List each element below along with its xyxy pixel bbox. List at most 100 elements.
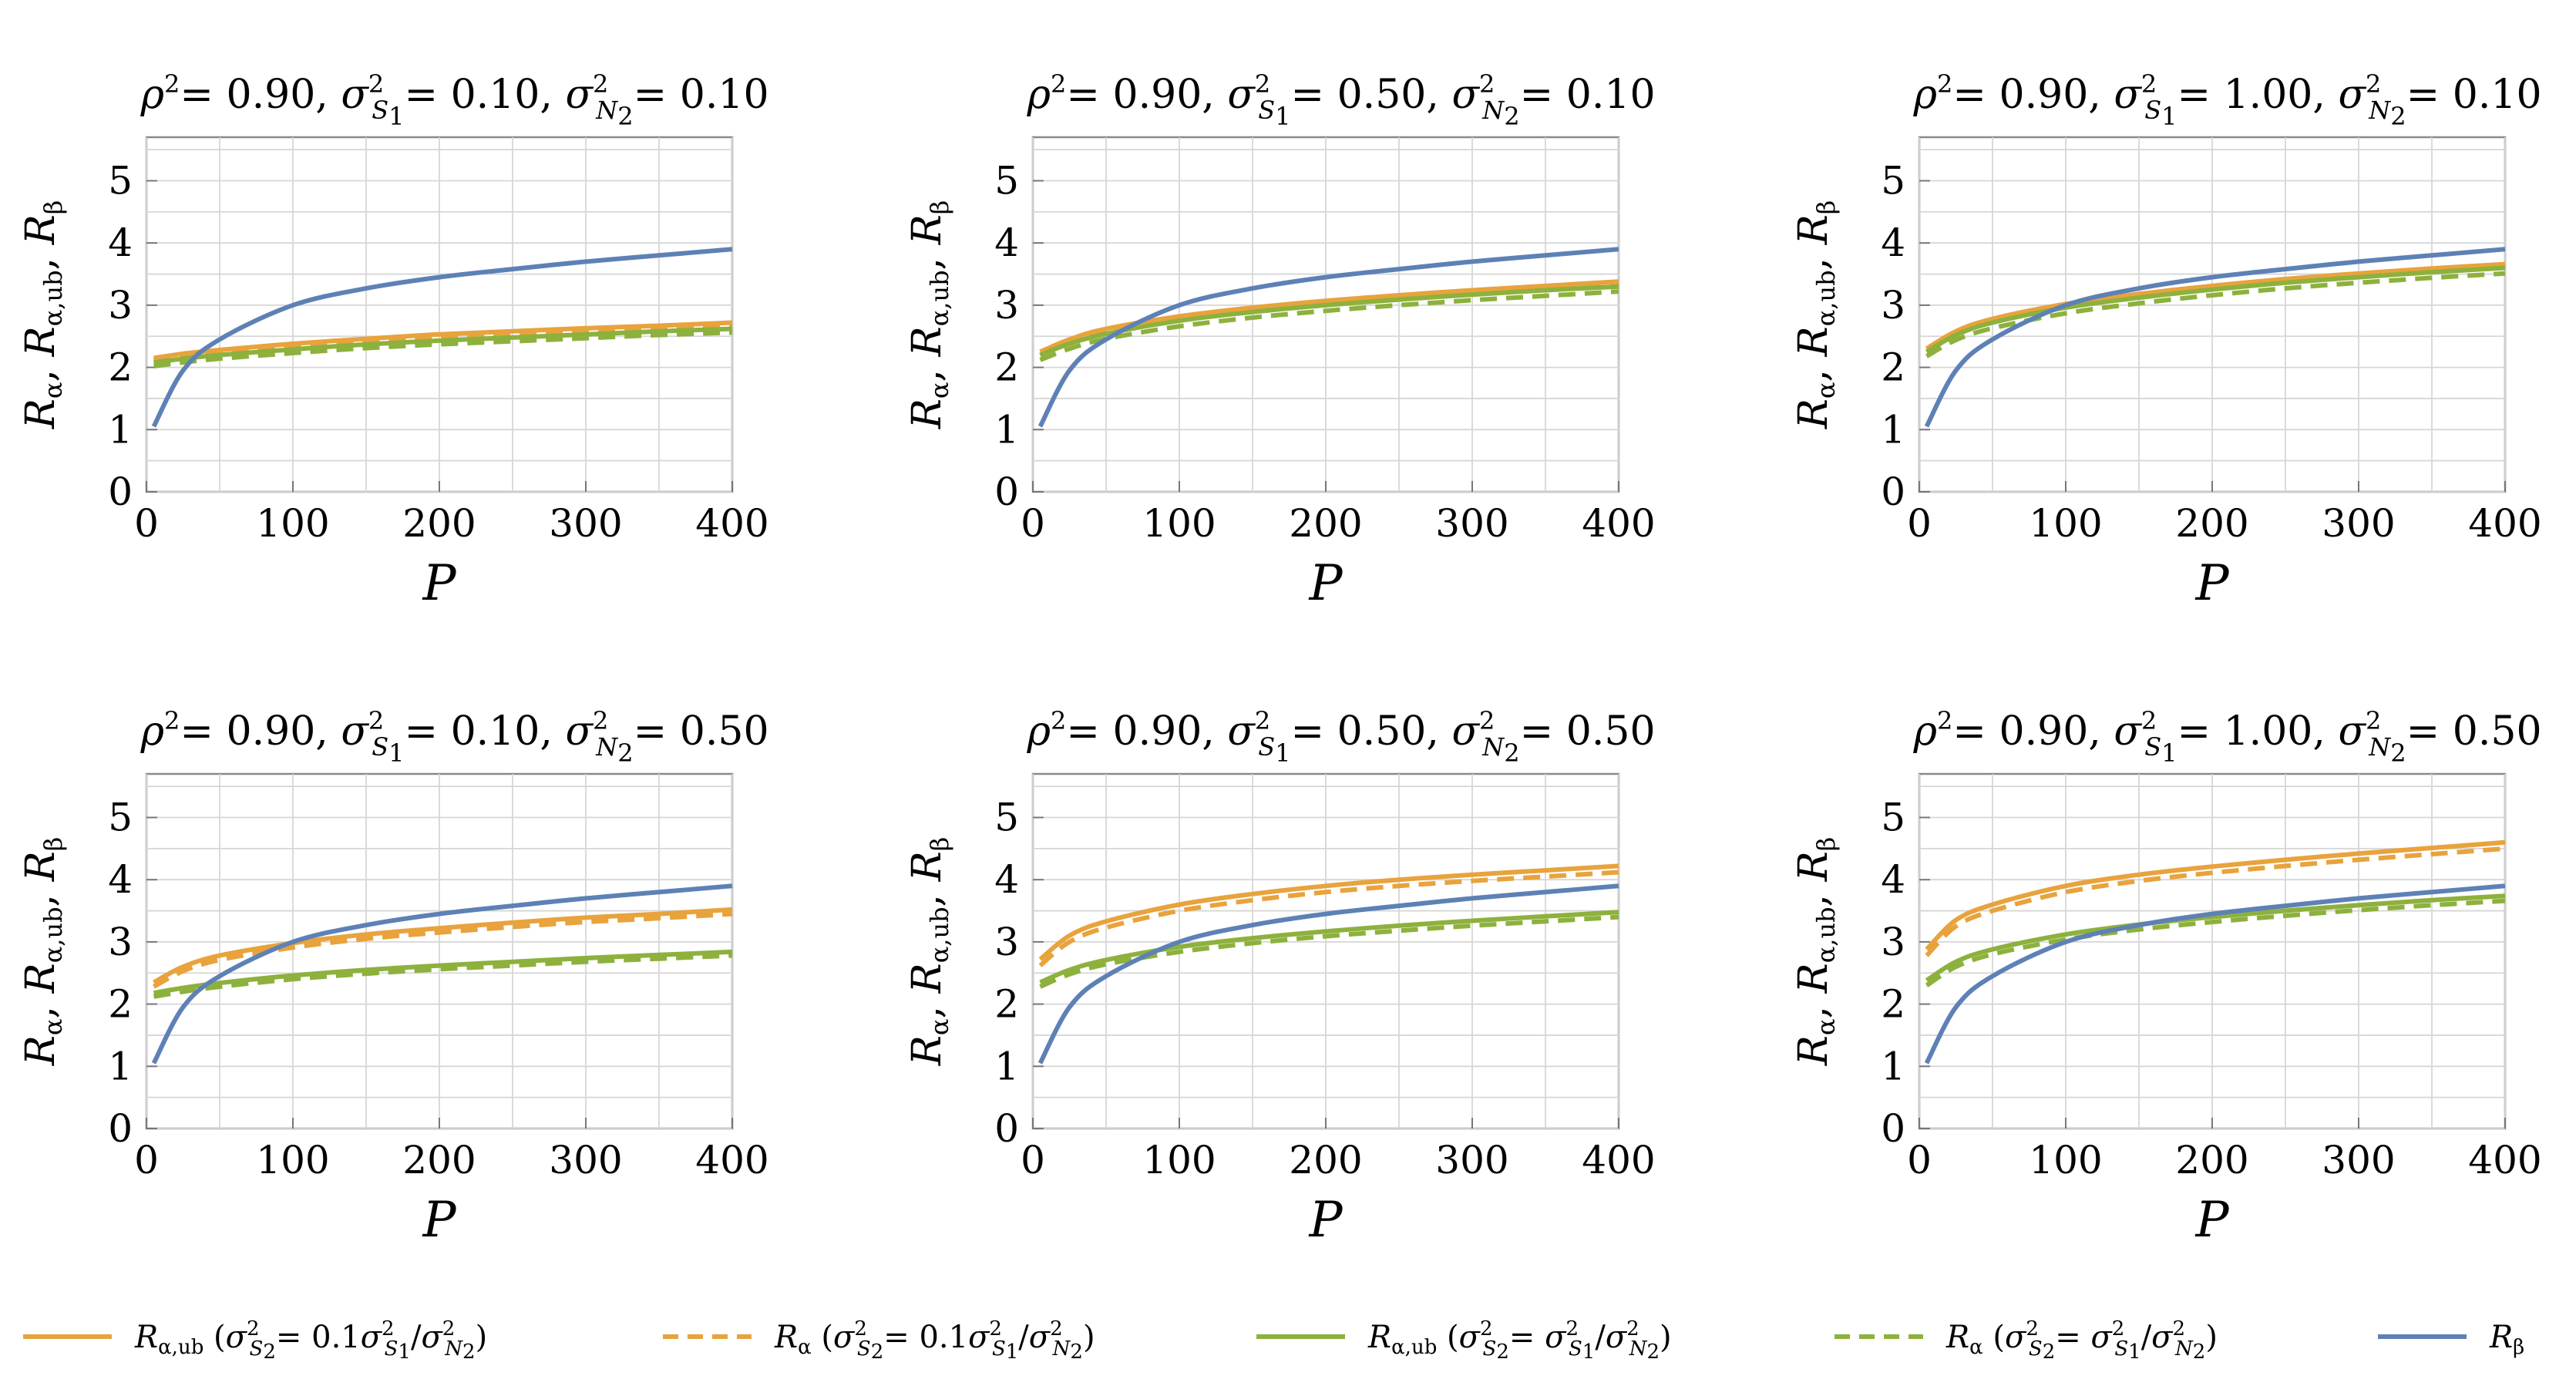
y-tick-label: 3: [108, 283, 133, 328]
series-line-3: [153, 326, 733, 365]
x-axis-label: P: [422, 555, 456, 612]
x-tick-label: 300: [1435, 501, 1508, 546]
x-tick-label: 200: [402, 1138, 476, 1182]
series-line-4: [153, 330, 733, 368]
chart-title: ρ2= 0.90, σ2 S1= 0.10, σ2 N2= 0.10: [140, 69, 768, 131]
y-tick-label: 2: [994, 982, 1019, 1027]
x-tick-label: 200: [402, 501, 476, 546]
series-line-5: [1924, 247, 2506, 428]
y-tick-label: 0: [994, 1106, 1019, 1151]
x-tick-label: 0: [1907, 1138, 1932, 1182]
y-tick-label: 5: [1881, 795, 1905, 839]
legend: Rα,ub (σ2 S2= 0.1σ2 S1/σ2 N2) Rα (σ2 S2= 0.1σ…: [23, 1317, 2524, 1364]
legend-label-5: Rβ: [2489, 1320, 2524, 1359]
y-tick-label: 1: [108, 407, 133, 452]
y-axis-label: Rα, Rα,ub, Rβ: [904, 837, 954, 1067]
x-tick-label: 300: [2322, 501, 2395, 546]
x-tick-label: 300: [549, 501, 622, 546]
legend-label-3: Rα,ub (σ2 S2= σ2 S1/σ2 N2): [1367, 1317, 1672, 1364]
chart-title: ρ2= 0.90, σ2 S1= 0.50, σ2 N2= 0.50: [1026, 706, 1655, 768]
y-tick-label: 3: [1881, 283, 1905, 328]
x-axis-label: P: [422, 1192, 456, 1249]
series-line-4: [1925, 898, 2506, 987]
y-tick-label: 4: [108, 220, 133, 265]
series-line-2: [153, 911, 733, 989]
y-tick-label: 4: [994, 220, 1019, 265]
x-tick-label: 0: [1907, 501, 1932, 546]
y-tick-label: 3: [994, 283, 1019, 328]
series-line-5: [1924, 883, 2506, 1065]
y-axis-label: Rα, Rα,ub, Rβ: [1791, 200, 1841, 430]
x-tick-label: 0: [134, 1138, 159, 1182]
x-tick-label: 100: [2029, 501, 2102, 546]
x-tick-label: 200: [1289, 501, 1362, 546]
y-tick-label: 0: [994, 469, 1019, 514]
y-tick-label: 3: [994, 920, 1019, 964]
x-tick-label: 400: [1582, 501, 1655, 546]
x-tick-label: 100: [256, 1138, 329, 1182]
series-line-2: [1038, 870, 1619, 967]
series-line-5: [151, 883, 733, 1065]
x-tick-label: 0: [1021, 501, 1045, 546]
series-line-1: [1925, 839, 2506, 951]
y-tick-label: 0: [108, 469, 133, 514]
x-tick-label: 100: [1142, 1138, 1216, 1182]
y-tick-label: 4: [994, 857, 1019, 902]
series-line-4: [1925, 271, 2506, 358]
y-tick-label: 4: [108, 857, 133, 902]
y-tick-label: 1: [1881, 1044, 1905, 1088]
y-tick-label: 2: [1881, 345, 1905, 390]
y-tick-label: 2: [108, 345, 133, 390]
x-tick-label: 400: [2468, 1138, 2541, 1182]
chart-panel-1: 0 100 200 300 400 0 1 2 3 4 5 P Rα, Rα,ub, Rβ ρ2= 0.9…: [18, 69, 769, 612]
y-tick-label: 1: [994, 1044, 1019, 1088]
x-tick-label: 400: [1582, 1138, 1655, 1182]
series-line-1: [1925, 261, 2506, 351]
x-tick-label: 0: [1021, 1138, 1045, 1182]
series-line-1: [1038, 863, 1619, 961]
y-tick-label: 5: [994, 795, 1019, 839]
y-tick-label: 2: [994, 345, 1019, 390]
x-tick-label: 100: [1142, 501, 1216, 546]
y-tick-label: 4: [1881, 220, 1905, 265]
chart-panel-4: 0 100 200 300 400 0 1 2 3 4 5 P Rα, Rα,ub, Rβ ρ2= 0.9…: [18, 706, 769, 1249]
series-line-1: [153, 907, 733, 985]
series-line-5: [151, 247, 733, 428]
x-tick-label: 100: [2029, 1138, 2102, 1182]
y-tick-label: 1: [994, 407, 1019, 452]
x-tick-label: 200: [2175, 1138, 2248, 1182]
chart-panel-6: 0 100 200 300 400 0 1 2 3 4 5 P Rα, Rα,ub, Rβ ρ2= 0.9…: [1791, 706, 2542, 1249]
y-tick-label: 4: [1881, 857, 1905, 902]
x-axis-label: P: [1308, 1192, 1343, 1249]
chart-panel-2: 0 100 200 300 400 0 1 2 3 4 5 P Rα, Rα,ub, Rβ ρ2= 0.9…: [904, 69, 1656, 612]
chart-title: ρ2= 0.90, σ2 S1= 0.50, σ2 N2= 0.10: [1026, 69, 1655, 131]
x-axis-label: P: [1308, 555, 1343, 612]
x-axis-label: P: [2194, 555, 2229, 612]
x-tick-label: 400: [695, 1138, 768, 1182]
y-axis-label: Rα, Rα,ub, Rβ: [18, 837, 68, 1067]
y-tick-label: 3: [1881, 920, 1905, 964]
chart-title: ρ2= 0.90, σ2 S1= 0.10, σ2 N2= 0.50: [140, 706, 768, 768]
y-tick-label: 3: [108, 920, 133, 964]
x-axis-label: P: [2194, 1192, 2229, 1249]
y-tick-label: 2: [108, 982, 133, 1027]
y-tick-label: 1: [1881, 407, 1905, 452]
series-line-1: [1039, 279, 1619, 355]
x-tick-label: 200: [1289, 1138, 1362, 1182]
series-line-4: [153, 953, 733, 999]
x-tick-label: 300: [2322, 1138, 2395, 1182]
series-line-5: [1037, 247, 1619, 428]
series-line-3: [1039, 284, 1619, 358]
x-tick-label: 100: [256, 501, 329, 546]
y-tick-label: 0: [108, 1106, 133, 1151]
chart-panel-3: 0 100 200 300 400 0 1 2 3 4 5 P Rα, Rα,ub, Rβ ρ2= 0.9…: [1791, 69, 2542, 612]
legend-label-4: Rα (σ2 S2= σ2 S1/σ2 N2): [1945, 1317, 2218, 1364]
x-tick-label: 400: [695, 501, 768, 546]
y-tick-label: 0: [1881, 1106, 1905, 1151]
series-line-2: [153, 321, 733, 362]
y-tick-label: 5: [108, 795, 133, 839]
y-tick-label: 1: [108, 1044, 133, 1088]
x-tick-label: 300: [549, 1138, 622, 1182]
y-tick-label: 5: [108, 158, 133, 203]
